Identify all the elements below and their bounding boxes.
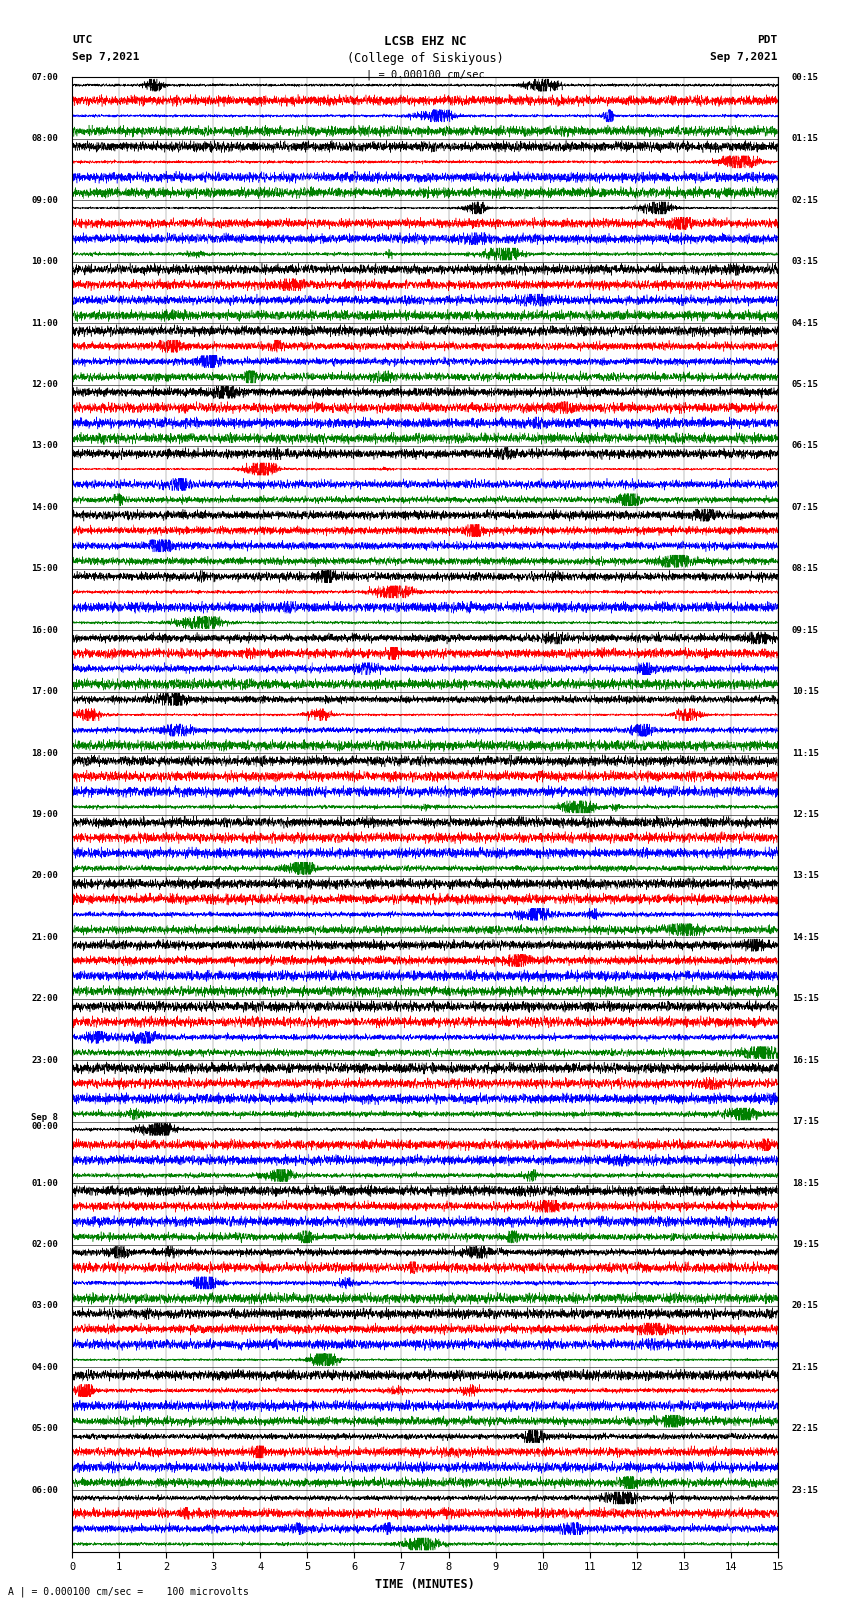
Text: | = 0.000100 cm/sec: | = 0.000100 cm/sec bbox=[366, 69, 484, 81]
Text: 10:00: 10:00 bbox=[31, 256, 58, 266]
Text: 22:00: 22:00 bbox=[31, 994, 58, 1003]
Text: 13:00: 13:00 bbox=[31, 442, 58, 450]
Text: 14:15: 14:15 bbox=[792, 932, 819, 942]
Text: 00:15: 00:15 bbox=[792, 73, 819, 82]
Text: 23:15: 23:15 bbox=[792, 1486, 819, 1495]
Text: 02:15: 02:15 bbox=[792, 195, 819, 205]
Text: 13:15: 13:15 bbox=[792, 871, 819, 881]
Text: 23:00: 23:00 bbox=[31, 1057, 58, 1065]
Text: 05:00: 05:00 bbox=[31, 1424, 58, 1434]
Text: 21:15: 21:15 bbox=[792, 1363, 819, 1373]
Text: 10:15: 10:15 bbox=[792, 687, 819, 697]
Text: 17:15: 17:15 bbox=[792, 1118, 819, 1126]
Text: 09:00: 09:00 bbox=[31, 195, 58, 205]
Text: 12:15: 12:15 bbox=[792, 810, 819, 819]
Text: 16:00: 16:00 bbox=[31, 626, 58, 636]
Text: 14:00: 14:00 bbox=[31, 503, 58, 511]
Text: Sep 7,2021: Sep 7,2021 bbox=[72, 52, 139, 61]
Text: 20:15: 20:15 bbox=[792, 1302, 819, 1310]
Text: 08:00: 08:00 bbox=[31, 134, 58, 144]
Text: 07:15: 07:15 bbox=[792, 503, 819, 511]
Text: 06:00: 06:00 bbox=[31, 1486, 58, 1495]
Text: (College of Siskiyous): (College of Siskiyous) bbox=[347, 52, 503, 65]
Text: 04:00: 04:00 bbox=[31, 1363, 58, 1373]
Text: A | = 0.000100 cm/sec =    100 microvolts: A | = 0.000100 cm/sec = 100 microvolts bbox=[8, 1586, 249, 1597]
Text: 08:15: 08:15 bbox=[792, 565, 819, 573]
Text: UTC: UTC bbox=[72, 35, 93, 45]
Text: PDT: PDT bbox=[757, 35, 778, 45]
Text: 16:15: 16:15 bbox=[792, 1057, 819, 1065]
Text: 19:00: 19:00 bbox=[31, 810, 58, 819]
Text: 04:15: 04:15 bbox=[792, 319, 819, 327]
Text: 03:15: 03:15 bbox=[792, 256, 819, 266]
Text: 01:00: 01:00 bbox=[31, 1179, 58, 1187]
Text: 11:15: 11:15 bbox=[792, 748, 819, 758]
Text: 22:15: 22:15 bbox=[792, 1424, 819, 1434]
Text: 06:15: 06:15 bbox=[792, 442, 819, 450]
Text: 20:00: 20:00 bbox=[31, 871, 58, 881]
X-axis label: TIME (MINUTES): TIME (MINUTES) bbox=[375, 1578, 475, 1590]
Text: 00:00: 00:00 bbox=[31, 1121, 58, 1131]
Text: 11:00: 11:00 bbox=[31, 319, 58, 327]
Text: 17:00: 17:00 bbox=[31, 687, 58, 697]
Text: 15:15: 15:15 bbox=[792, 994, 819, 1003]
Text: 09:15: 09:15 bbox=[792, 626, 819, 636]
Text: 18:15: 18:15 bbox=[792, 1179, 819, 1187]
Text: 05:15: 05:15 bbox=[792, 381, 819, 389]
Text: 21:00: 21:00 bbox=[31, 932, 58, 942]
Text: 01:15: 01:15 bbox=[792, 134, 819, 144]
Text: Sep 8: Sep 8 bbox=[31, 1113, 58, 1121]
Text: 07:00: 07:00 bbox=[31, 73, 58, 82]
Text: 15:00: 15:00 bbox=[31, 565, 58, 573]
Text: Sep 7,2021: Sep 7,2021 bbox=[711, 52, 778, 61]
Text: 18:00: 18:00 bbox=[31, 748, 58, 758]
Text: 03:00: 03:00 bbox=[31, 1302, 58, 1310]
Text: LCSB EHZ NC: LCSB EHZ NC bbox=[383, 35, 467, 48]
Text: 02:00: 02:00 bbox=[31, 1240, 58, 1248]
Text: 19:15: 19:15 bbox=[792, 1240, 819, 1248]
Text: 12:00: 12:00 bbox=[31, 381, 58, 389]
